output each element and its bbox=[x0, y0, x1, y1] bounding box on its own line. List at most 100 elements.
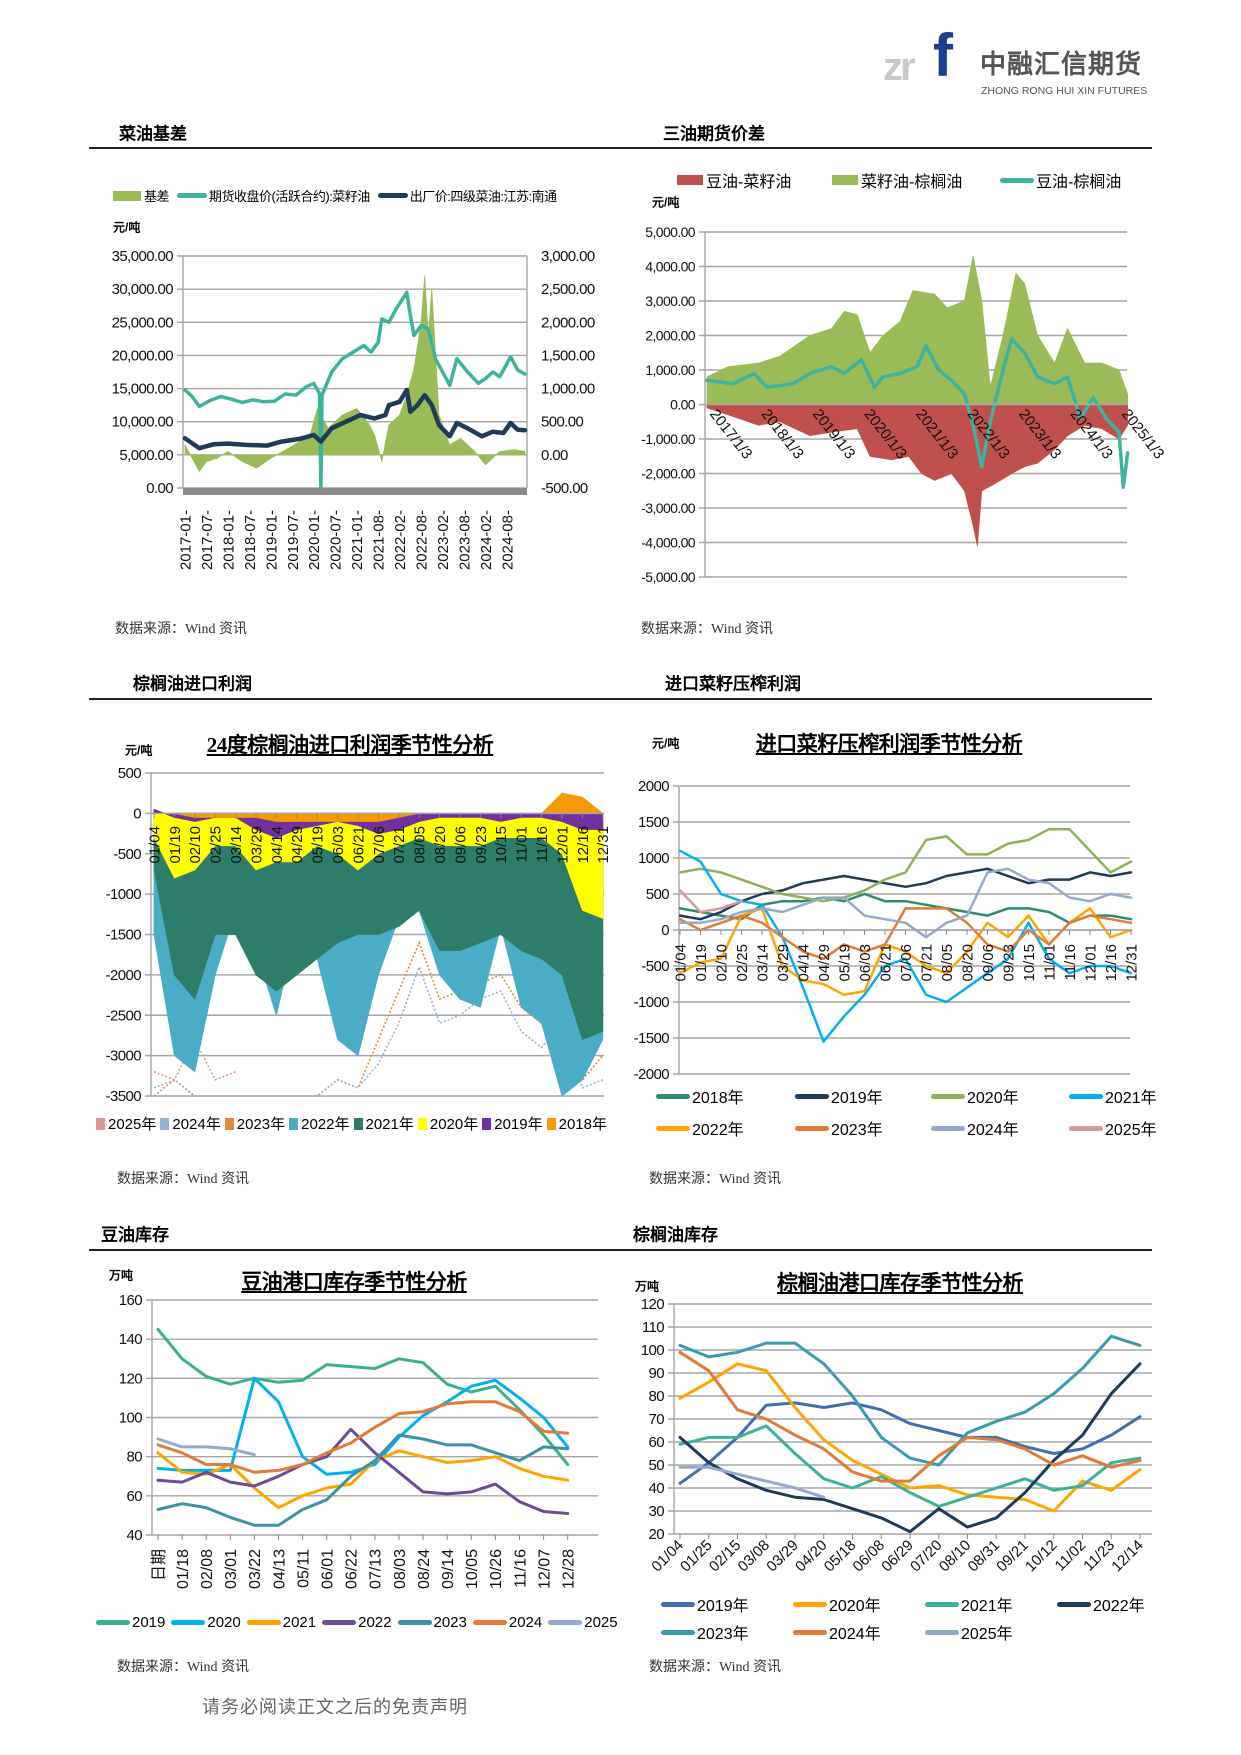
legend-item: 2025年 bbox=[96, 1113, 156, 1134]
section-title-palm-inventory: 棕榈油库存 bbox=[633, 1225, 718, 1245]
legend-label: 2019年 bbox=[697, 1598, 749, 1615]
section-divider bbox=[89, 147, 1152, 149]
x-tick-label: 06/03 bbox=[857, 944, 874, 982]
logo-mark-gray: zr bbox=[883, 45, 916, 89]
legend-item: 2020年 bbox=[931, 1084, 1061, 1108]
y-tick-label: 20,000.00 bbox=[112, 347, 174, 364]
x-tick-label: 06/08 bbox=[850, 1537, 889, 1576]
y-tick-label: 0.00 bbox=[146, 480, 173, 497]
legend-swatch bbox=[661, 1601, 695, 1607]
x-tick-label: 03/29 bbox=[763, 1537, 802, 1576]
y-tick-label: 160 bbox=[119, 1292, 142, 1309]
chart-title: 24度棕榈油进口利润季节性分析 bbox=[206, 733, 494, 757]
legend-swatch bbox=[832, 175, 858, 185]
legend-item: 2021年 bbox=[1069, 1084, 1189, 1108]
y-right-tick-label: 1,500.00 bbox=[541, 347, 595, 364]
y-tick-label: 5,000.00 bbox=[119, 447, 173, 464]
series-line-2023年 bbox=[678, 907, 1133, 961]
legend-item: 2023年 bbox=[661, 1620, 792, 1644]
legend-item: 2019 bbox=[96, 1614, 165, 1631]
y-tick-label: -2000 bbox=[106, 967, 142, 984]
x-tick-label: 2021-08- bbox=[371, 510, 388, 570]
x-tick-label: 02/10 bbox=[713, 944, 730, 982]
y-tick-label: 30 bbox=[649, 1503, 665, 1520]
legend-label: 2024年 bbox=[967, 1122, 1019, 1139]
legend-item: 2018年 bbox=[546, 1113, 607, 1134]
legend-swatch bbox=[177, 193, 208, 198]
legend-label: 2025年 bbox=[108, 1116, 157, 1133]
data-source: 数据来源：Wind 资讯 bbox=[115, 622, 248, 637]
y-tick-label: 2,000.00 bbox=[645, 328, 696, 344]
x-tick-label: 10/05 bbox=[464, 1549, 481, 1589]
series-line-豆油-棕榈油 bbox=[705, 337, 1130, 490]
x-tick-label: 12/31 bbox=[1123, 944, 1140, 982]
x-tick-label: 10/15 bbox=[1021, 944, 1038, 982]
series-line-2020年 bbox=[678, 827, 1133, 903]
legend-item: 2018年 bbox=[656, 1084, 787, 1108]
series-line-2021年 bbox=[678, 849, 1133, 1043]
legend-swatch bbox=[289, 1117, 299, 1130]
disclaimer-notice: 请务必阅读正文之后的免责声明 bbox=[202, 1697, 468, 1717]
x-tick-label: 01/04 bbox=[672, 944, 689, 982]
legend-swatch bbox=[661, 1629, 695, 1635]
unit-label: 元/吨 bbox=[652, 195, 680, 210]
legend-item: 2020年 bbox=[417, 1113, 478, 1134]
y-tick-label: 500 bbox=[118, 765, 141, 782]
legend-label: 2020 bbox=[207, 1614, 241, 1631]
legend-item: 2021年 bbox=[353, 1113, 414, 1134]
chart-legend: 2019 2020 2021 2022 2023 2024 2025 bbox=[96, 1614, 618, 1631]
legend-item: 2020年 bbox=[793, 1592, 924, 1616]
x-tick-label: 06/03 bbox=[330, 826, 347, 864]
y-tick-label: 120 bbox=[119, 1370, 142, 1387]
legend-label: 豆油-菜籽油 bbox=[706, 174, 792, 191]
x-tick-label: 04/14 bbox=[269, 826, 286, 864]
legend-swatch bbox=[931, 1125, 965, 1131]
x-tick-label: 12/16 bbox=[575, 826, 592, 864]
x-tick-label: 11/02 bbox=[1052, 1537, 1090, 1575]
y-tick-label: -500 bbox=[113, 846, 141, 863]
legend-label: 2024年 bbox=[829, 1626, 881, 1643]
x-tick-label: 05/18 bbox=[821, 1537, 860, 1576]
legend-item: 2024 bbox=[472, 1614, 542, 1631]
x-tick-label: 09/23 bbox=[473, 826, 490, 864]
y-tick-label: -1,000.00 bbox=[641, 431, 696, 447]
x-tick-label: 08/20 bbox=[432, 826, 449, 864]
legend-item: 2024年 bbox=[931, 1116, 1061, 1140]
x-tick-label: 12/16 bbox=[1103, 944, 1120, 982]
y-right-tick-label: 0.00 bbox=[541, 447, 568, 464]
section-divider bbox=[89, 1249, 1152, 1251]
y-tick-label: 120 bbox=[641, 1296, 664, 1313]
x-tick-label: 2024-08- bbox=[499, 510, 516, 570]
chart-legend: 豆油-菜籽油 菜籽油-棕榈油 豆油-棕榈油 bbox=[677, 168, 1121, 192]
legend-label: 2021 bbox=[282, 1614, 317, 1631]
x-tick-label: 11/16 bbox=[512, 1549, 529, 1588]
legend-swatch bbox=[677, 175, 703, 185]
x-tick-label: 01/25 bbox=[677, 1537, 716, 1576]
legend-swatch bbox=[548, 1620, 583, 1625]
legend-label: 2019年 bbox=[831, 1090, 883, 1107]
legend-item: 2025年 bbox=[925, 1620, 1056, 1644]
legend-label: 2020年 bbox=[967, 1090, 1019, 1107]
data-source: 数据来源：Wind 资讯 bbox=[117, 1172, 250, 1187]
y-tick-label: 4,000.00 bbox=[645, 259, 696, 275]
chart-title: 进口菜籽压榨利润季节性分析 bbox=[755, 732, 1023, 756]
y-right-tick-label: 500.00 bbox=[541, 414, 584, 431]
legend-swatch bbox=[472, 1620, 507, 1625]
y-tick-label: 80 bbox=[649, 1388, 665, 1405]
legend-label: 2021年 bbox=[961, 1598, 1013, 1615]
x-tick-label: 08/31 bbox=[965, 1537, 1004, 1576]
x-tick-label: 07/06 bbox=[371, 826, 388, 864]
x-tick-label: 12/01 bbox=[554, 826, 571, 864]
legend-swatch bbox=[1069, 1125, 1103, 1131]
x-tick-label: 01/19 bbox=[167, 826, 184, 864]
x-tick-label: 2018-01- bbox=[220, 510, 237, 570]
x-tick-label: 02/25 bbox=[208, 826, 225, 864]
y-tick-label: -1000 bbox=[106, 886, 142, 903]
section-title-rapeseed-basis: 菜油基差 bbox=[119, 124, 187, 144]
chart-3: -3500 -3000 -2500 -2000 -1500 -1000 -500 0 500 01… bbox=[106, 765, 613, 1105]
legend-label: 2022 bbox=[358, 1614, 392, 1631]
x-tick-label: 05/11 bbox=[295, 1549, 312, 1588]
unit-label: 元/吨 bbox=[113, 220, 141, 235]
legend-label: 2025年 bbox=[1105, 1122, 1157, 1139]
x-tick-label: 10/15 bbox=[493, 826, 510, 864]
